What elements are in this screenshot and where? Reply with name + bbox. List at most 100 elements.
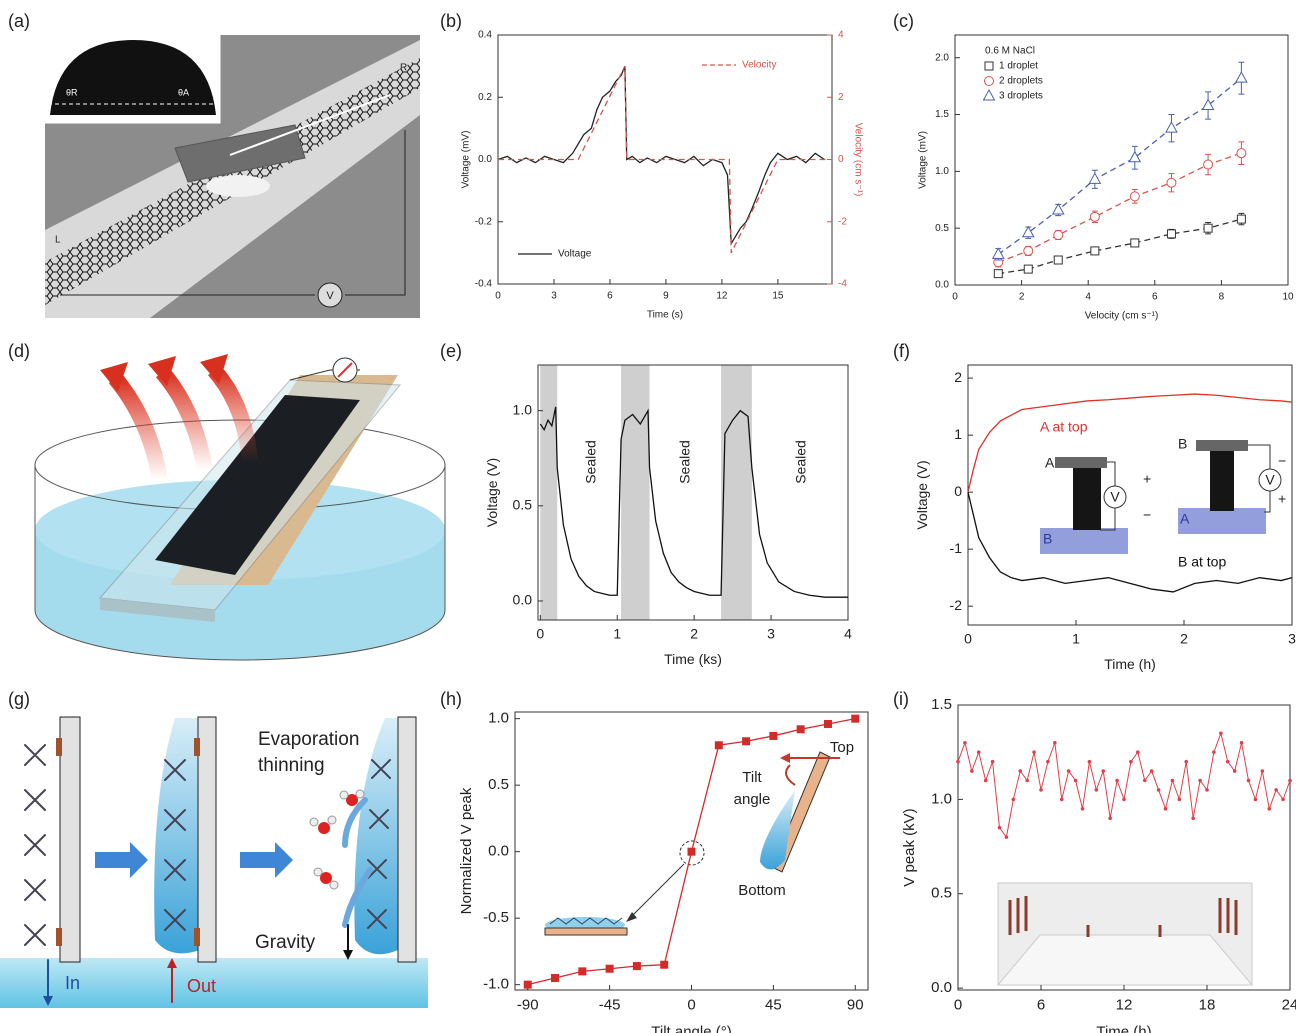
- x-tick-label: 9: [663, 291, 669, 302]
- y-tick-label: 0.0: [488, 843, 509, 860]
- force-label: Gravity: [255, 932, 316, 953]
- plot-frame: [538, 365, 848, 620]
- marker: [1018, 769, 1022, 773]
- y-tick-label: 0.2: [478, 92, 492, 103]
- series-line: [498, 66, 830, 253]
- y2-tick-label: -2: [838, 216, 847, 227]
- y-tick-label: -0.4: [475, 279, 493, 290]
- plot-frame: [968, 365, 1292, 625]
- y-tick-label: 2.0: [935, 52, 949, 63]
- annotation: Tilt: [742, 769, 762, 786]
- marker: [985, 77, 994, 86]
- annotation: Bottom: [738, 882, 786, 899]
- marker: [1024, 246, 1033, 255]
- marker: [1143, 779, 1147, 783]
- marker: [769, 732, 777, 740]
- marker: [1178, 798, 1182, 802]
- y-tick-label: -1: [950, 540, 963, 556]
- inset-label: V: [1265, 472, 1275, 488]
- marker: [824, 720, 832, 728]
- x-tick-label: 2: [690, 626, 698, 642]
- y-tick-label: 1.5: [931, 696, 952, 713]
- x-tick-label: 6: [1152, 292, 1158, 303]
- legend-label: 2 droplets: [999, 76, 1043, 87]
- y2-axis-label: Velocity (cm s⁻¹): [852, 123, 863, 197]
- panel-label: (h): [440, 689, 462, 709]
- y2-tick-label: -4: [838, 279, 847, 290]
- flow-label: Out: [187, 976, 216, 996]
- marker: [985, 62, 993, 70]
- x-tick-label: 0: [536, 626, 544, 642]
- x-axis-label: Time (h): [1104, 656, 1156, 672]
- series-line: [540, 407, 848, 597]
- x-tick-label: 0: [687, 996, 695, 1013]
- marker: [1171, 779, 1175, 783]
- x-tick-label: 1: [613, 626, 621, 642]
- marker: [1204, 160, 1213, 169]
- inset-label: +: [1143, 471, 1151, 487]
- inset-schematic-f: A B V + − B A V − +: [1040, 436, 1286, 554]
- marker: [688, 848, 696, 856]
- y-tick-label: 0.4: [478, 30, 492, 41]
- marker: [1060, 798, 1064, 802]
- x-tick-label: 12: [1116, 996, 1133, 1013]
- marker: [1288, 779, 1292, 783]
- x-tick-label: 8: [1219, 292, 1225, 303]
- marker: [1108, 816, 1112, 820]
- marker: [1164, 807, 1168, 811]
- y-tick-label: 0.5: [488, 776, 509, 793]
- marker: [1254, 798, 1258, 802]
- marker: [1023, 227, 1034, 237]
- marker: [1203, 99, 1214, 109]
- marker: [1198, 779, 1202, 783]
- marker: [1130, 192, 1139, 201]
- marker: [1237, 215, 1245, 223]
- inset-label: A: [1045, 455, 1055, 471]
- illustration-g: (g) Evaporation thinning Gravity In Out: [0, 689, 428, 1008]
- x-axis-label: Velocity (cm s⁻¹): [1085, 311, 1159, 322]
- panel-label: (e): [440, 341, 462, 361]
- marker: [1032, 750, 1036, 754]
- panel-label: (b): [440, 11, 462, 31]
- x-tick-label: 1: [1072, 631, 1080, 647]
- y-axis-label: Voltage (V): [484, 458, 500, 527]
- marker: [1167, 230, 1175, 238]
- marker: [1053, 204, 1064, 214]
- annotation: Sealed: [793, 440, 809, 484]
- x-tick-label: 4: [1085, 292, 1091, 303]
- marker: [1074, 779, 1078, 783]
- inset-label: +: [1278, 491, 1286, 507]
- marker: [1236, 72, 1247, 82]
- y-tick-label: 0: [954, 483, 962, 499]
- y-tick-label: 0.0: [931, 979, 952, 996]
- y-tick-label: 0.0: [478, 154, 492, 165]
- marker: [970, 769, 974, 773]
- panel-label: (d): [8, 341, 30, 361]
- y-tick-label: 1: [954, 426, 962, 442]
- marker: [1039, 788, 1043, 792]
- series-line: [498, 66, 825, 243]
- marker: [1025, 779, 1029, 783]
- marker: [1091, 247, 1099, 255]
- illustration-d: (d): [8, 341, 445, 660]
- marker: [1150, 769, 1154, 773]
- marker: [1226, 760, 1230, 764]
- x-tick-label: 24: [1282, 996, 1296, 1013]
- marker: [1167, 178, 1176, 187]
- step-label: Evaporation: [258, 729, 359, 750]
- marker: [1129, 760, 1133, 764]
- marker: [1046, 760, 1050, 764]
- figure: (a) V L R θR θA (d) (g) Evaporation thin…: [0, 0, 1296, 1033]
- x-tick-label: -45: [599, 996, 621, 1013]
- marker: [1237, 149, 1246, 158]
- series-line: [968, 492, 1292, 592]
- inset-label: A: [1180, 511, 1190, 527]
- step-label: thinning: [258, 755, 325, 776]
- inset-label: B: [1043, 531, 1052, 547]
- y-tick-label: -0.2: [475, 216, 493, 227]
- marker: [1267, 807, 1271, 811]
- marker: [1205, 788, 1209, 792]
- series-line: [958, 733, 1290, 837]
- legend-title: 0.6 M NaCl: [985, 46, 1035, 57]
- marker: [1129, 152, 1140, 162]
